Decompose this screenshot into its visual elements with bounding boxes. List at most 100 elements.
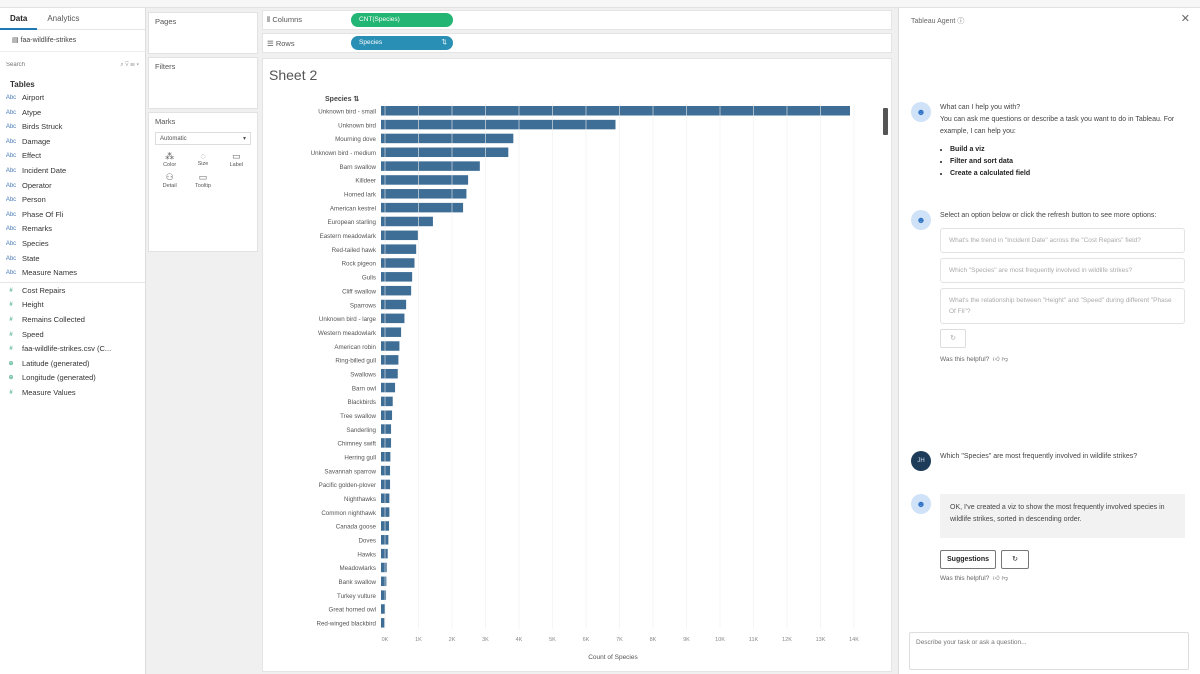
bar[interactable] — [381, 272, 413, 282]
bar[interactable] — [381, 382, 396, 393]
field-item[interactable]: Abc Phase Of Fli — [0, 208, 145, 223]
field-item[interactable]: # Measure Values — [0, 386, 145, 401]
bar[interactable] — [381, 230, 418, 241]
category-label[interactable]: Barn owl — [352, 385, 376, 392]
category-label[interactable]: Herring gull — [344, 455, 376, 462]
mark-type-dropdown[interactable]: Automatic ▾ — [155, 132, 251, 145]
category-label[interactable]: Gulls — [362, 275, 376, 282]
datasource[interactable]: ▤ faa-wildlife-strikes — [0, 30, 145, 52]
bar[interactable] — [381, 562, 387, 573]
category-label[interactable]: Common nighthawk — [321, 510, 377, 517]
suggestion-3[interactable]: What's the relationship between "Height"… — [940, 288, 1185, 324]
bar[interactable] — [381, 189, 467, 199]
field-item[interactable]: Abc Species — [0, 237, 145, 252]
bar[interactable] — [381, 147, 509, 158]
bar[interactable] — [381, 106, 850, 116]
label-button[interactable]: ▭ Label — [222, 151, 251, 168]
row-header[interactable]: Species ⇅ — [325, 95, 359, 103]
bar[interactable] — [381, 119, 616, 130]
category-label[interactable]: Bank swallow — [339, 579, 377, 586]
category-label[interactable]: Unknown bird - large — [319, 316, 377, 323]
bar[interactable] — [381, 535, 389, 545]
thumbs-up-icon[interactable]: 👍︎ — [992, 356, 1000, 363]
field-item[interactable]: Abc Effect — [0, 149, 145, 164]
bar[interactable] — [381, 604, 386, 614]
refresh-button[interactable]: ↻ — [1001, 550, 1030, 569]
bar[interactable] — [381, 202, 464, 213]
bar[interactable] — [381, 465, 391, 476]
category-label[interactable]: Pacific golden-plover — [319, 482, 376, 489]
bar[interactable] — [381, 590, 387, 600]
agent-input[interactable] — [909, 632, 1189, 670]
category-label[interactable]: American robin — [334, 344, 376, 351]
category-label[interactable]: Mourning dove — [335, 136, 376, 143]
bar[interactable] — [381, 244, 417, 254]
category-label[interactable]: American kestrel — [330, 205, 376, 212]
category-label[interactable]: Western meadowlark — [318, 330, 377, 337]
bar[interactable] — [381, 216, 433, 227]
bar[interactable] — [381, 396, 393, 407]
close-icon[interactable]: ✕ — [1180, 13, 1190, 25]
field-item[interactable]: # Height — [0, 298, 145, 313]
category-label[interactable]: Horned lark — [344, 192, 377, 199]
bar[interactable] — [381, 438, 392, 448]
bar[interactable] — [381, 258, 415, 268]
suggestions-button[interactable]: Suggestions — [940, 550, 997, 569]
columns-shelf[interactable]: ⦀ Columns CNT(Species) — [262, 10, 892, 30]
field-item[interactable]: Abc Incident Date — [0, 164, 145, 179]
search-input[interactable] — [6, 62, 76, 68]
bar[interactable] — [381, 175, 469, 185]
category-label[interactable]: Canada goose — [336, 524, 377, 531]
category-label[interactable]: Sparrows — [350, 302, 376, 309]
suggestion-1[interactable]: What's the trend in "Incident Date" acro… — [940, 228, 1185, 253]
category-label[interactable]: Unknown bird - small — [318, 109, 376, 116]
tooltip-button[interactable]: ▭ Tooltip — [188, 172, 217, 189]
category-label[interactable]: Hawks — [357, 551, 376, 558]
category-label[interactable]: Tree swallow — [340, 413, 376, 420]
bar[interactable] — [381, 618, 385, 628]
category-label[interactable]: Rock pigeon — [342, 261, 377, 268]
category-label[interactable]: Ring-billed gull — [335, 358, 376, 365]
filters-card[interactable]: Filters — [148, 57, 258, 109]
thumbs-down-icon[interactable]: 👎︎ — [1001, 575, 1009, 582]
field-item[interactable]: # Remains Collected — [0, 313, 145, 328]
bar[interactable] — [381, 424, 392, 434]
bar[interactable] — [381, 327, 402, 337]
bar[interactable] — [381, 161, 480, 171]
refresh-button[interactable]: ↻ — [940, 329, 966, 348]
pages-card[interactable]: Pages — [148, 12, 258, 54]
field-item[interactable]: Abc State — [0, 252, 145, 267]
category-label[interactable]: Nighthawks — [344, 496, 376, 503]
field-item[interactable]: Abc Damage — [0, 135, 145, 150]
category-label[interactable]: Great horned owl — [329, 607, 376, 614]
field-item[interactable]: # Speed — [0, 328, 145, 343]
suggestion-2[interactable]: Which "Species" are most frequently invo… — [940, 258, 1185, 283]
size-button[interactable]: ◌ Size — [188, 151, 217, 168]
bar[interactable] — [381, 410, 393, 420]
category-label[interactable]: Turkey vulture — [337, 593, 377, 600]
category-label[interactable]: Swallows — [350, 371, 376, 378]
category-label[interactable]: Barn swallow — [340, 164, 377, 171]
field-item[interactable]: # Cost Repairs — [0, 284, 145, 299]
category-label[interactable]: Red-winged blackbird — [316, 621, 376, 628]
x-axis-title[interactable]: Count of Species — [588, 654, 638, 661]
tab-data[interactable]: Data — [0, 8, 38, 30]
field-item[interactable]: Abc Person — [0, 193, 145, 208]
bar[interactable] — [381, 548, 388, 559]
bar[interactable] — [381, 313, 405, 324]
category-label[interactable]: Chimney swift — [337, 441, 376, 448]
category-label[interactable]: European starling — [328, 219, 377, 226]
category-label[interactable]: Unknown bird — [338, 122, 376, 129]
category-label[interactable]: Red-tailed hawk — [332, 247, 377, 254]
category-label[interactable]: Doves — [358, 538, 376, 545]
field-item[interactable]: Abc Atype — [0, 106, 145, 121]
bar[interactable] — [381, 299, 407, 310]
thumbs-down-icon[interactable]: 👎︎ — [1001, 356, 1009, 363]
bar[interactable] — [381, 368, 398, 379]
field-item[interactable]: Abc Airport — [0, 91, 145, 106]
field-item[interactable]: Abc Birds Struck — [0, 120, 145, 135]
field-item[interactable]: ⊕ Latitude (generated) — [0, 357, 145, 372]
bar[interactable] — [381, 576, 387, 587]
field-item[interactable]: Abc Remarks — [0, 222, 145, 237]
bar[interactable] — [381, 452, 391, 462]
